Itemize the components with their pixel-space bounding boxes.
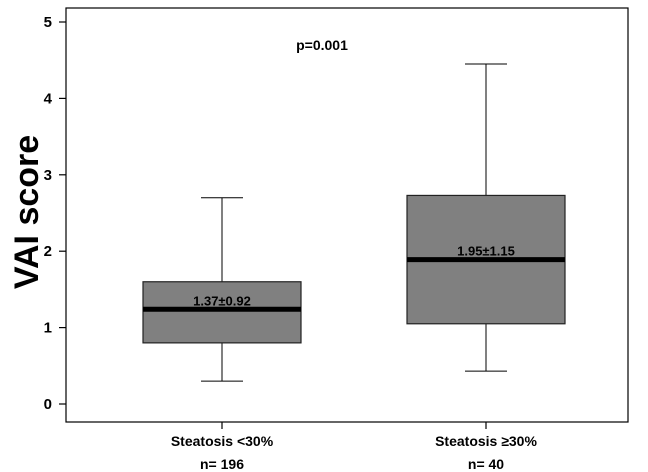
category-label: Steatosis ≥30% xyxy=(435,433,537,449)
stat-label: 1.37±0.92 xyxy=(193,293,251,308)
y-tick-label: 2 xyxy=(44,243,52,260)
category-n-label: n= 40 xyxy=(468,456,504,472)
iqr-box xyxy=(142,281,302,344)
y-tick-label: 4 xyxy=(44,90,53,107)
category-label: Steatosis <30% xyxy=(171,433,274,449)
y-tick-label: 3 xyxy=(44,167,52,184)
stat-label: 1.95±1.15 xyxy=(457,244,515,259)
y-tick-label: 0 xyxy=(44,396,52,413)
plot-frame xyxy=(65,7,629,423)
p-value-annotation: p=0.001 xyxy=(296,37,348,53)
y-axis-label: VAI score xyxy=(8,135,46,289)
y-tick-label: 5 xyxy=(44,14,52,31)
y-tick-label: 1 xyxy=(44,320,52,337)
category-n-label: n= 196 xyxy=(200,456,244,472)
